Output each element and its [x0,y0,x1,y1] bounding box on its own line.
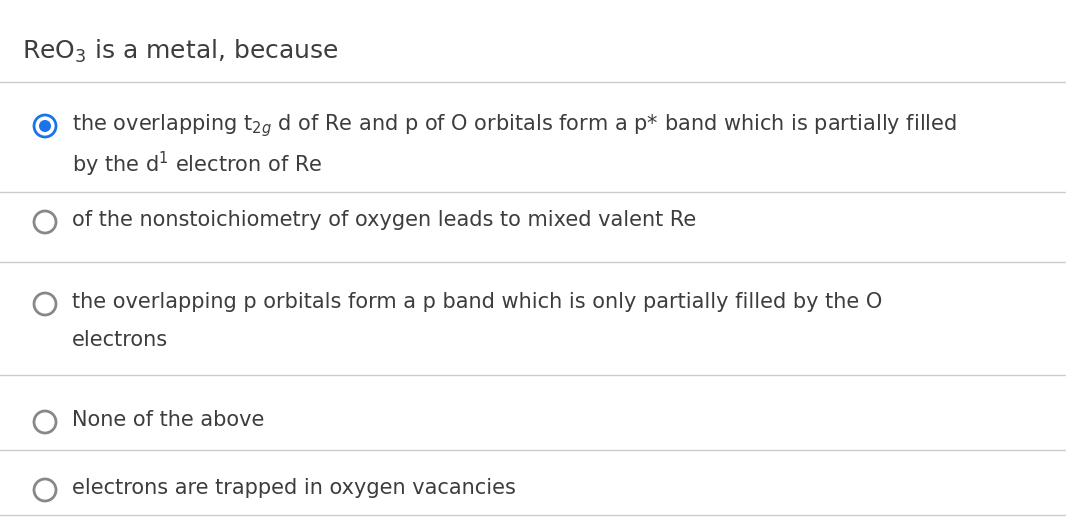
Circle shape [34,411,56,433]
Circle shape [39,120,51,132]
Circle shape [34,211,56,233]
Text: electrons are trapped in oxygen vacancies: electrons are trapped in oxygen vacancie… [72,478,516,498]
Text: ReO$_3$ is a metal, because: ReO$_3$ is a metal, because [22,38,339,65]
Text: electrons: electrons [72,330,168,350]
Circle shape [34,479,56,501]
Text: by the d$^1$ electron of Re: by the d$^1$ electron of Re [72,150,323,179]
Text: None of the above: None of the above [72,410,264,430]
Circle shape [34,293,56,315]
Text: of the nonstoichiometry of oxygen leads to mixed valent Re: of the nonstoichiometry of oxygen leads … [72,210,696,230]
Text: the overlapping t$_{2g}$ d of Re and p of O orbitals form a p* band which is par: the overlapping t$_{2g}$ d of Re and p o… [72,112,957,139]
Circle shape [34,115,56,137]
Text: the overlapping p orbitals form a p band which is only partially filled by the O: the overlapping p orbitals form a p band… [72,292,883,312]
